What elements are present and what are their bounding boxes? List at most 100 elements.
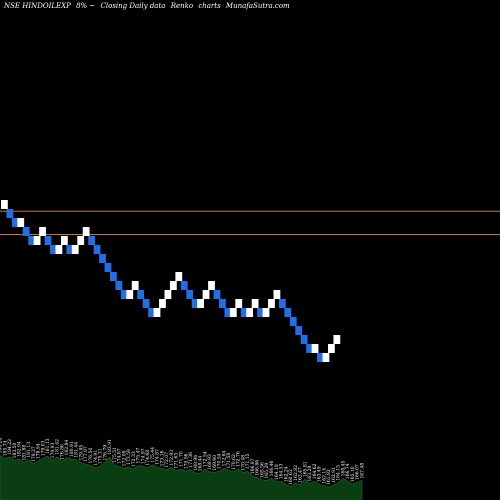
volume-label-53: 166.97	[250, 458, 256, 474]
renko-brick-22	[120, 290, 128, 299]
volume-label-12: 181.42	[55, 439, 61, 455]
renko-brick-27	[148, 308, 155, 317]
volume-label-49: 170.62	[231, 454, 237, 470]
volume-label-60: 162.24	[283, 466, 289, 482]
renko-brick-48	[262, 308, 270, 317]
volume-label-4: 182.94	[17, 441, 23, 457]
volume-label-0: 188.28	[0, 437, 4, 453]
renko-brick-24	[131, 281, 139, 290]
volume-label-31: 174.68	[145, 450, 151, 466]
renko-brick-23	[126, 290, 134, 299]
volume-label-28: 172.33	[131, 451, 137, 467]
renko-brick-5	[28, 236, 36, 245]
renko-brick-10	[55, 245, 63, 254]
renko-brick-7	[39, 227, 46, 236]
volume-label-27: 173.59	[126, 449, 132, 465]
volume-label-38: 171.70	[179, 451, 185, 467]
renko-brick-17	[93, 245, 101, 254]
renko-brick-32	[175, 272, 183, 281]
volume-label-35: 172.07	[164, 452, 170, 468]
renko-brick-37	[202, 290, 210, 299]
renko-brick-38	[208, 281, 215, 290]
volume-label-72: 168.45	[340, 461, 346, 477]
renko-brick-45	[246, 308, 254, 317]
renko-brick-19	[104, 263, 112, 272]
volume-label-29: 175.47	[136, 448, 142, 464]
volume-label-20: 174.91	[93, 450, 99, 466]
volume-label-70: 162.91	[331, 467, 337, 483]
volume-label-57: 166.46	[269, 461, 275, 477]
renko-brick-54	[295, 326, 303, 335]
header-charts: charts	[198, 2, 221, 10]
volume-label-24: 175.51	[112, 447, 118, 463]
renko-brick-50	[273, 290, 281, 299]
volume-label-1: 185.74	[2, 440, 8, 456]
volume-label-67: 163.49	[317, 466, 323, 482]
volume-label-39: 170.56	[183, 453, 189, 469]
chart-header: NSE HINDOILEXP 8% ~ Closing Daily data R…	[3, 2, 290, 10]
volume-label-51: 170.48	[240, 455, 246, 471]
volume-label-25: 174.87	[117, 448, 123, 464]
volume-label-15: 180.91	[69, 441, 75, 457]
renko-brick-43	[235, 299, 243, 308]
volume-label-71: 164.15	[336, 465, 342, 481]
renko-brick-25	[137, 290, 145, 299]
renko-brick-51	[278, 299, 286, 308]
volume-label-34: 173.16	[159, 450, 165, 466]
renko-brick-9	[50, 245, 57, 254]
volume-label-30: 174.97	[140, 448, 146, 464]
volume-label-13: 176.86	[59, 444, 65, 460]
volume-label-65: 163.28	[307, 466, 313, 482]
volume-label-19: 176.50	[88, 448, 94, 464]
volume-label-48: 171.58	[226, 453, 232, 469]
header-symbol: NSE HINDOILEXP	[3, 2, 71, 10]
volume-labels: 188.28 185.74 184.22 183.50 182.94 181.88 181.…	[0, 437, 366, 485]
volume-label-16: 181.44	[74, 442, 80, 458]
volume-label-33: 174.87	[155, 449, 161, 465]
renko-brick-12	[66, 245, 74, 254]
volume-label-22: 176.79	[102, 445, 108, 461]
renko-brick-53	[289, 317, 297, 326]
renko-brick-8	[44, 236, 52, 245]
renko-brick-56	[306, 344, 313, 353]
renko-brick-13	[71, 245, 79, 254]
renko-brick-20	[110, 272, 117, 281]
volume-label-14: 182.84	[64, 440, 70, 456]
renko-brick-2	[11, 218, 19, 227]
renko-brick-52	[284, 308, 292, 317]
renko-brick-47	[257, 308, 264, 317]
renko-brick-44	[240, 308, 248, 317]
volume-label-46: 170.54	[217, 453, 223, 469]
volume-label-74: 165.10	[350, 466, 356, 482]
renko-brick-28	[153, 308, 161, 317]
renko-brick-3	[17, 218, 25, 227]
volume-label-66: 164.62	[312, 463, 318, 479]
renko-brick-58	[317, 353, 324, 362]
volume-label-68: 162.14	[321, 468, 327, 484]
volume-label-3: 183.50	[12, 443, 18, 459]
volume-label-32: 175.44	[150, 447, 156, 463]
renko-brick-35	[191, 299, 199, 308]
volume-label-9: 179.03	[40, 440, 46, 456]
volume-label-23: 183.91	[107, 439, 113, 455]
volume-label-8: 178.54	[36, 443, 42, 459]
volume-label-11: 179.93	[50, 443, 56, 459]
volume-label-41: 168.96	[193, 455, 199, 471]
volume-label-59: 164.53	[279, 463, 285, 479]
volume-label-75: 166.07	[355, 464, 361, 480]
volume-label-56: 165.29	[264, 463, 270, 479]
volume-label-7: 179.27	[31, 446, 37, 462]
volume-label-61: 160.63	[288, 469, 294, 485]
volume-area	[0, 455, 363, 500]
volume-label-64: 165.81	[302, 461, 308, 477]
header-tilde: ~	[89, 2, 95, 10]
volume-label-69: 161.82	[326, 469, 332, 485]
renko-brick-33	[180, 281, 188, 290]
volume-label-54: 166.86	[255, 460, 261, 476]
header-renko: Renko	[170, 2, 193, 10]
renko-brick-31	[169, 281, 177, 290]
volume-label-63: 162.47	[298, 467, 304, 483]
renko-bricks	[1, 200, 341, 362]
volume-label-73: 166.74	[345, 463, 351, 479]
